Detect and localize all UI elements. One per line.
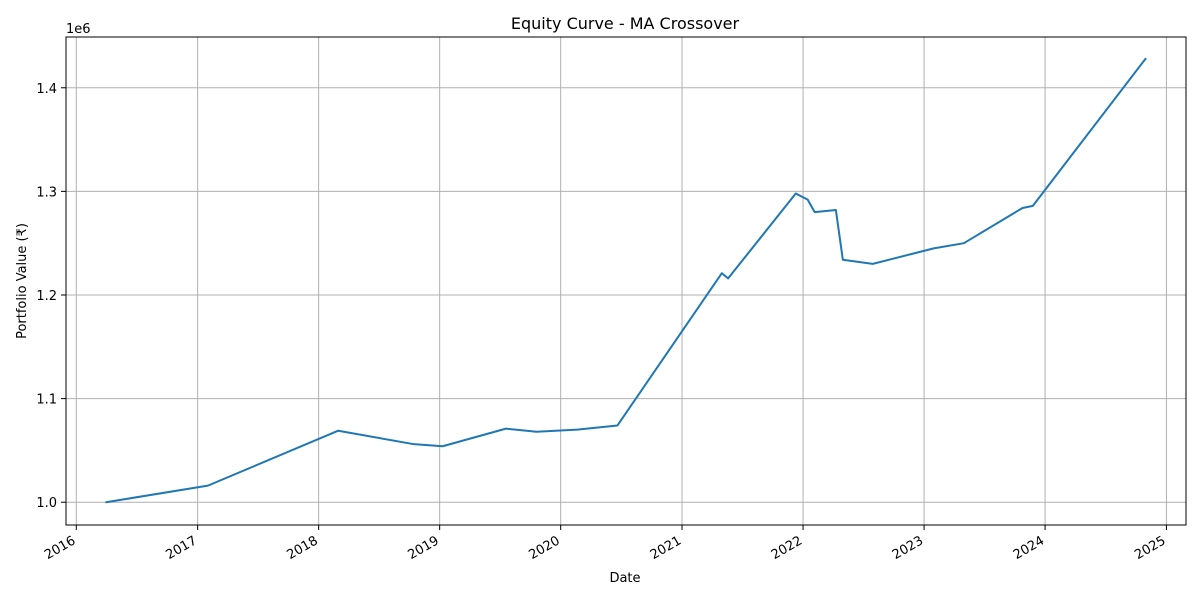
x-tick-label: 2022 xyxy=(769,533,805,563)
grid xyxy=(66,37,1186,525)
x-tick-label: 2016 xyxy=(42,533,78,563)
x-axis: 2016 2017 2018 2019 2020 2021 2022 2023 2024 2025 xyxy=(42,525,1168,563)
y-offset-text: 1e6 xyxy=(66,22,91,37)
y-axis: 1.0 1.1 1.2 1.3 1.4 xyxy=(36,82,66,511)
y-tick-label: 1.2 xyxy=(36,289,57,304)
x-tick-label: 2021 xyxy=(648,533,684,563)
y-tick-label: 1.0 xyxy=(36,496,57,511)
x-tick-label: 2023 xyxy=(890,533,926,563)
x-tick-label: 2018 xyxy=(284,533,320,563)
series-line xyxy=(105,57,1147,504)
y-axis-label: Portfolio Value (₹) xyxy=(15,223,30,339)
x-tick-label: 2017 xyxy=(163,533,199,563)
x-tick-label: 2025 xyxy=(1132,533,1168,563)
y-tick-label: 1.1 xyxy=(36,393,57,408)
y-tick-label: 1.4 xyxy=(36,82,57,97)
x-tick-label: 2020 xyxy=(527,533,563,563)
series-layer xyxy=(105,57,1147,504)
x-axis-label: Date xyxy=(609,571,640,586)
y-tick-label: 1.3 xyxy=(36,185,57,200)
x-tick-label: 2019 xyxy=(406,533,442,563)
x-tick-label: 2024 xyxy=(1011,533,1047,563)
plot-frame xyxy=(65,36,1187,526)
chart-title: Equity Curve - MA Crossover xyxy=(511,14,740,33)
